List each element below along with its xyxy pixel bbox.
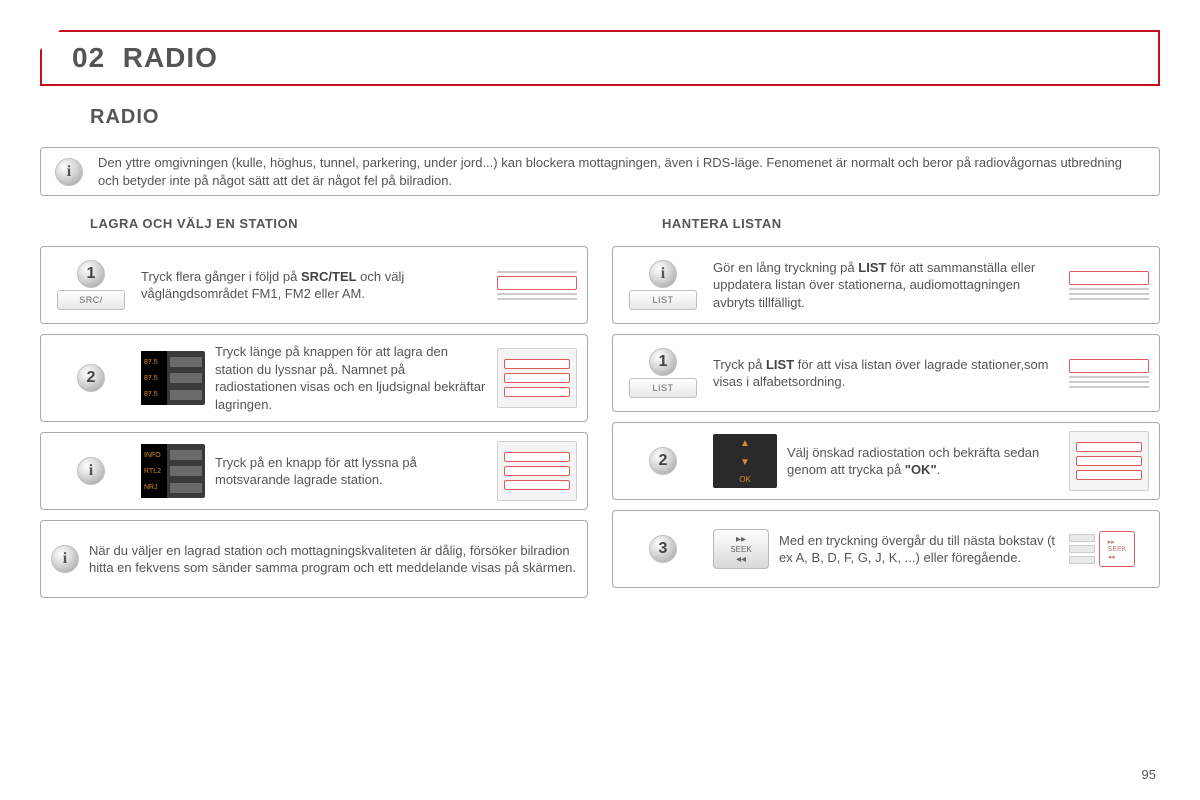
info-icon: i: [55, 158, 83, 186]
intro-info-box: i Den yttre omgivningen (kulle, höghus, …: [40, 147, 1160, 196]
subtitle: RADIO: [90, 106, 1160, 129]
buttons-illustration: [1069, 431, 1149, 491]
info-icon: i: [649, 260, 677, 288]
left-step-2: 2 87.5 87.5 87.5 Tryck länge på knappen …: [40, 334, 588, 422]
step-text: Tryck på LIST för att visa listan över l…: [713, 356, 1059, 391]
left-bottom-info: i När du väljer en lagrad station och mo…: [40, 520, 588, 598]
left-column: LAGRA OCH VÄLJ EN STATION 1 SRC/ Tryck f…: [40, 216, 588, 598]
preset-display-icon: 87.5 87.5 87.5: [141, 351, 205, 405]
buttons-illustration: [497, 348, 577, 408]
seek-illustration: ▸▸SEEK◂◂: [1069, 519, 1149, 579]
left-title: LAGRA OCH VÄLJ EN STATION: [90, 216, 588, 231]
right-step-3: 3 ▸▸ SEEK ◂◂ Med en tryckning övergår du…: [612, 510, 1160, 588]
section-number: 02: [72, 42, 105, 73]
list-key-icon: LIST: [629, 378, 697, 398]
panel-illustration: [497, 255, 577, 315]
panel-illustration: [1069, 343, 1149, 403]
right-step-2: 2 ▲▼OK Välj önskad radiostation och bekr…: [612, 422, 1160, 500]
left-step-info: i INFO RTL2 NRJ Tryck på en knapp för at…: [40, 432, 588, 510]
right-step-info: i LIST Gör en lång tryckning på LIST för…: [612, 246, 1160, 324]
src-key-icon: SRC/: [57, 290, 125, 310]
step-text: Välj önskad radiostation och bekräfta se…: [787, 444, 1059, 479]
step-badge: 2: [649, 447, 677, 475]
step-badge: 1: [649, 348, 677, 376]
panel-illustration: [1069, 255, 1149, 315]
step-text: Tryck på en knapp för att lyssna på mots…: [215, 454, 487, 489]
step-text: När du väljer en lagrad station och mott…: [89, 542, 577, 577]
section-title: RADIO: [123, 42, 218, 73]
step-text: Gör en lång tryckning på LIST för att sa…: [713, 259, 1059, 312]
preset-display-icon: INFO RTL2 NRJ: [141, 444, 205, 498]
step-text: Tryck flera gånger i följd på SRC/TEL oc…: [141, 268, 487, 303]
step-badge: 3: [649, 535, 677, 563]
right-column: HANTERA LISTAN i LIST Gör en lång tryckn…: [612, 216, 1160, 598]
section-banner: 02 RADIO: [40, 30, 1160, 86]
page-number: 95: [1142, 767, 1156, 782]
right-title: HANTERA LISTAN: [662, 216, 1160, 231]
info-icon: i: [77, 457, 105, 485]
right-step-1: 1 LIST Tryck på LIST för att visa listan…: [612, 334, 1160, 412]
buttons-illustration: [497, 441, 577, 501]
left-step-1: 1 SRC/ Tryck flera gånger i följd på SRC…: [40, 246, 588, 324]
seek-key-icon: ▸▸ SEEK ◂◂: [713, 529, 769, 569]
list-key-icon: LIST: [629, 290, 697, 310]
step-text: Tryck länge på knappen för att lagra den…: [215, 343, 487, 413]
intro-info-text: Den yttre omgivningen (kulle, höghus, tu…: [98, 154, 1145, 189]
info-icon: i: [51, 545, 79, 573]
step-text: Med en tryckning övergår du till nästa b…: [779, 532, 1059, 567]
arrows-ok-icon: ▲▼OK: [713, 434, 777, 488]
step-badge: 2: [77, 364, 105, 392]
step-badge: 1: [77, 260, 105, 288]
